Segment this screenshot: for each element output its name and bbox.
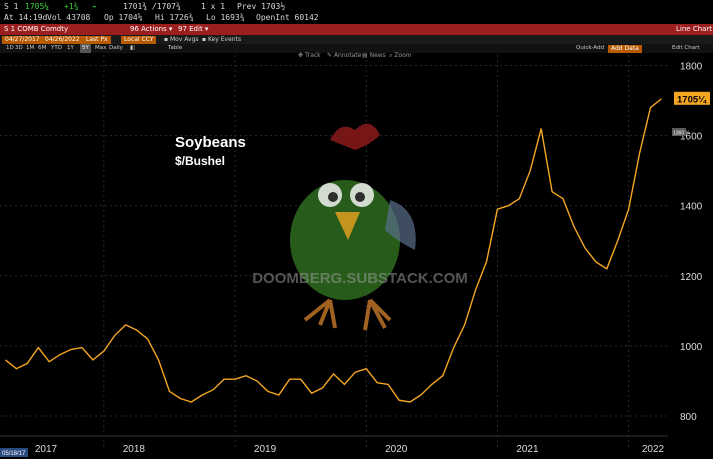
y-tick-label: 1800 <box>680 62 703 73</box>
stat-open: Op 1704⅝ <box>104 13 143 22</box>
chart-subtitle: $/Bushel <box>175 154 225 168</box>
chart-title: Soybeans <box>175 134 246 151</box>
annotate-tool[interactable]: ✎ Annotate <box>327 52 362 59</box>
frequency-select[interactable]: Daily <box>109 45 123 51</box>
y-tick-label: 1000 <box>680 342 703 353</box>
currency-select[interactable]: Local CCY <box>121 35 157 44</box>
net-change: +1¾ <box>64 2 79 11</box>
secondary-price-marker: 1360 ¼ <box>672 128 691 137</box>
quote-bar: S 1 1705¼ +1¾ ⌁ 1701¾ /1707¾ 1 x 1 Prev … <box>0 0 713 13</box>
stat-open-interest: OpenInt 60142 <box>256 13 319 22</box>
date-to-field[interactable]: 04/26/2022 <box>42 35 83 44</box>
table-toggle[interactable]: Table <box>168 45 183 51</box>
stat-volume: Vol 43708 <box>47 13 91 22</box>
range-button-1m[interactable]: 1M <box>26 45 35 51</box>
range-button-ytd[interactable]: YTD <box>51 45 62 51</box>
prev-close: Prev 1703½ <box>237 2 286 11</box>
price-field-select[interactable]: Last Px <box>83 35 111 44</box>
x-tick-label: 2017 <box>35 444 58 455</box>
security-field[interactable]: S 1 COMB Comdty <box>4 25 69 33</box>
news-tool[interactable]: ▤ News <box>362 52 386 59</box>
range-button-1y[interactable]: 1Y <box>67 45 74 51</box>
range-button-1d[interactable]: 1D <box>6 45 14 51</box>
y-tick-label: 1600 <box>680 132 703 143</box>
sparkline-icon: ⌁ <box>92 2 97 11</box>
last-price-marker: 1705¼ <box>674 91 710 105</box>
function-title: Line Chart <box>676 25 713 33</box>
date-from-field[interactable]: 04/27/2017 <box>2 35 43 44</box>
x-tick-label: 2019 <box>254 444 277 455</box>
bid-ask-range: 1701¾ /1707¾ <box>123 2 181 11</box>
chart-axes: 800 1000 1200 1400 1600 1800 2017 2018 2019 2020 2… <box>0 62 703 455</box>
range-button-3d[interactable]: 3D <box>15 45 23 51</box>
zoom-tool[interactable]: ⌕ Zoom <box>389 52 412 59</box>
track-tool[interactable]: ✥ Track <box>298 52 321 59</box>
checkbox-icon: ▪ <box>164 36 170 43</box>
series-line-soybeans <box>5 98 662 403</box>
stats-bar: At 14:19d Vol 43708 Op 1704⅝ Hi 1726¾ Lo… <box>0 12 713 24</box>
y-tick-label: 1400 <box>680 202 703 213</box>
stat-low: Lo 1693¾ <box>206 13 245 22</box>
add-data-field[interactable]: Add Data <box>608 44 642 53</box>
range-bar: 1D 3D 1M 6M YTD 1Y 5Y Max Daily ◧ Table Quick-A… <box>0 44 713 53</box>
chart-type-icon[interactable]: ◧ <box>130 45 136 51</box>
secondary-price-label: 1360 ¼ <box>673 131 691 137</box>
watermark-text: DOOMBERG.SUBSTACK.COM <box>252 270 468 287</box>
ticker-label: S 1 <box>4 2 19 11</box>
range-button-5y[interactable]: 5Y <box>80 44 91 53</box>
x-tick-label: 2022 <box>642 444 665 455</box>
edit-chart-button[interactable]: Edit Chart <box>672 45 700 51</box>
function-bar: S 1 COMB Comdty 96 Actions ▾ 97 Edit ▾ L… <box>0 24 713 35</box>
chart-gridlines <box>0 55 668 448</box>
stat-time: At 14:19d <box>4 13 48 22</box>
last-price-label: 1705¼ <box>677 94 707 105</box>
range-button-6m[interactable]: 6M <box>38 45 47 51</box>
edit-menu[interactable]: 97 Edit ▾ <box>178 25 209 33</box>
range-button-max[interactable]: Max <box>95 45 107 51</box>
quick-add-menu[interactable]: Quick-Add <box>576 45 605 51</box>
corner-date-label: 05/18/17 <box>0 448 28 457</box>
actions-menu[interactable]: 96 Actions ▾ <box>130 25 173 33</box>
x-tick-label: 2020 <box>385 444 408 455</box>
svg-text:05/18/17: 05/18/17 <box>2 451 26 457</box>
stat-high: Hi 1726¾ <box>155 13 194 22</box>
bid-ask-size: 1 x 1 <box>201 2 226 11</box>
watermark-chicken-logo <box>290 123 416 331</box>
last-price: 1705¼ <box>25 2 50 11</box>
mov-avgs-toggle[interactable]: ▪ Mov Avgs <box>164 36 199 43</box>
settings-bar: 04/27/2017 04/26/2022 Last Px Local CCY … <box>0 35 713 44</box>
key-events-toggle[interactable]: ▪ Key Events <box>202 36 242 43</box>
y-tick-label: 1200 <box>680 272 703 283</box>
x-tick-label: 2021 <box>516 444 539 455</box>
checkbox-icon: ▪ <box>202 36 208 43</box>
x-tick-label: 2018 <box>123 444 146 455</box>
y-tick-label: 800 <box>680 412 697 423</box>
